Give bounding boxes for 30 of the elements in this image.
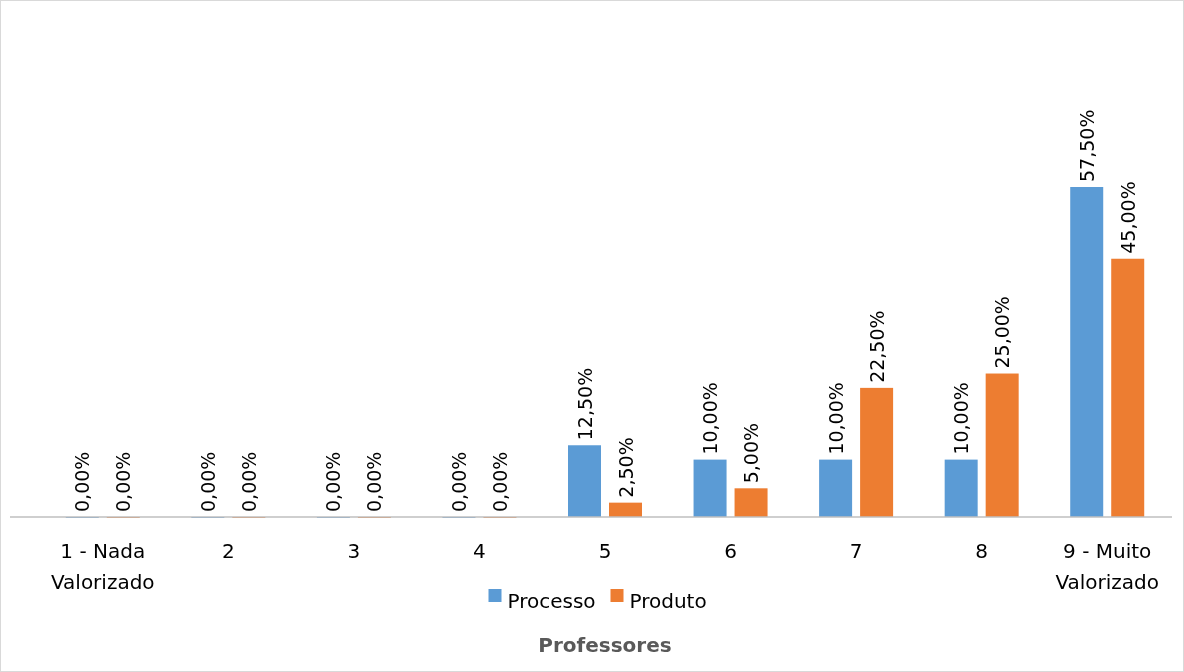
x-tick-label: 5 xyxy=(598,539,612,563)
data-label: 10,00% xyxy=(824,382,847,455)
x-tick-label: 9 - Muito Valorizado xyxy=(1055,539,1160,594)
x-axis-title: Professores xyxy=(538,633,672,657)
legend-label: Produto xyxy=(629,588,707,613)
data-label: 0,00% xyxy=(71,451,94,512)
x-tick-label: 3 xyxy=(347,539,361,563)
data-label: 22,50% xyxy=(865,310,888,383)
data-label: 0,00% xyxy=(322,451,345,512)
data-label: 12,50% xyxy=(573,367,596,441)
data-label: 10,00% xyxy=(699,382,722,455)
legend-label: Processo xyxy=(507,588,596,613)
data-label: 10,00% xyxy=(950,382,973,455)
data-label: 0,00% xyxy=(237,451,260,512)
data-label: 45,00% xyxy=(1116,181,1139,254)
x-tick-label: 7 xyxy=(849,539,863,563)
data-label: 0,00% xyxy=(112,451,135,512)
data-label: 0,00% xyxy=(488,451,511,512)
x-tick-label: 1 - Nada Valorizado xyxy=(50,539,155,594)
data-label: 0,00% xyxy=(363,451,386,512)
data-label: 57,50% xyxy=(1075,109,1098,182)
data-label: 5,00% xyxy=(740,422,763,484)
x-tick-label: 8 xyxy=(975,539,989,563)
data-label: 25,00% xyxy=(991,296,1014,369)
x-tick-label: 2 xyxy=(221,539,235,563)
data-label: 0,00% xyxy=(447,451,470,512)
data-label: 0,00% xyxy=(196,451,219,512)
x-tick-label: 4 xyxy=(473,539,486,563)
data-label: 2,50% xyxy=(614,437,637,498)
x-tick-label: 6 xyxy=(724,539,737,563)
